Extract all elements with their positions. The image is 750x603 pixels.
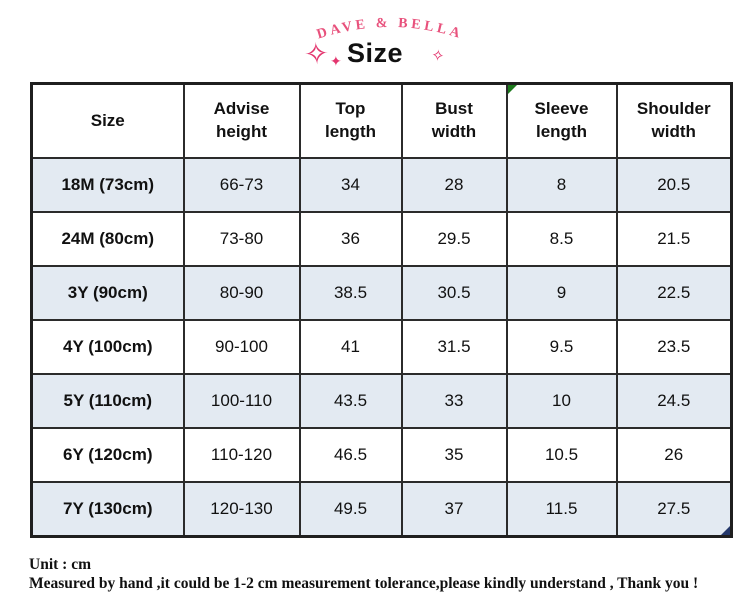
measurement-cell: 21.5 (615, 211, 733, 267)
measurement-cell: 10 (505, 373, 618, 429)
column-header-shoulder-width: Shoulder width (615, 82, 733, 159)
column-header-advise-height: Advise height (182, 82, 301, 159)
column-header-size: Size (30, 82, 185, 159)
measurement-cell: 22.5 (615, 265, 733, 321)
footer-note: Unit : cm Measured by hand ,it could be … (29, 555, 741, 593)
size-label-cell: 5Y (110cm) (30, 373, 185, 429)
measurement-cell: 33 (400, 373, 508, 429)
header-row: Size Advise height Top length Bust width Sleeve… (30, 82, 733, 159)
measurement-cell: 43.5 (298, 373, 403, 429)
measurement-cell: 8.5 (505, 211, 618, 267)
size-table: Size Advise height Top length Bust width Sleeve… (30, 82, 733, 538)
table-row: 6Y (120cm) 110-120 46.5 35 10.5 26 (30, 427, 733, 483)
column-header-top-length: Top length (298, 82, 403, 159)
column-header-sleeve-length: Sleeve length (505, 82, 618, 159)
measurement-cell: 38.5 (298, 265, 403, 321)
measurement-cell: 10.5 (505, 427, 618, 483)
size-label-cell: 18M (73cm) (30, 157, 185, 213)
measurement-cell: 36 (298, 211, 403, 267)
table-row: 4Y (100cm) 90-100 41 31.5 9.5 23.5 (30, 319, 733, 375)
measurement-cell: 110-120 (182, 427, 301, 483)
measurement-cell: 35 (400, 427, 508, 483)
size-label-cell: 7Y (130cm) (30, 481, 185, 538)
sparkle-icon: ✦ (330, 53, 342, 69)
measurement-cell: 11.5 (505, 481, 618, 538)
measurement-cell: 80-90 (182, 265, 301, 321)
table-row: 7Y (130cm) 120-130 49.5 37 11.5 27.5 (30, 481, 733, 538)
table-row: 5Y (110cm) 100-110 43.5 33 10 24.5 (30, 373, 733, 429)
measurement-cell: 49.5 (298, 481, 403, 538)
unit-label: Unit : cm (29, 556, 91, 573)
size-label-cell: 3Y (90cm) (30, 265, 185, 321)
table-row: 18M (73cm) 66-73 34 28 8 20.5 (30, 157, 733, 213)
measurement-cell: 23.5 (615, 319, 733, 375)
measurement-cell: 73-80 (182, 211, 301, 267)
measurement-cell: 37 (400, 481, 508, 538)
size-table-wrap: Size Advise height Top length Bust width Sleeve… (30, 82, 733, 538)
measurement-cell: 100-110 (182, 373, 301, 429)
measurement-cell: 90-100 (182, 319, 301, 375)
measurement-cell: 9 (505, 265, 618, 321)
size-label-cell: 4Y (100cm) (30, 319, 185, 375)
size-label-cell: 6Y (120cm) (30, 427, 185, 483)
table-row: 3Y (90cm) 80-90 38.5 30.5 9 22.5 (30, 265, 733, 321)
measurement-cell: 46.5 (298, 427, 403, 483)
measurement-cell: 41 (298, 319, 403, 375)
size-table-body: 18M (73cm) 66-73 34 28 8 20.5 24M (80cm) 73-80 3… (30, 157, 733, 538)
measurement-cell: 29.5 (400, 211, 508, 267)
column-header-bust-width: Bust width (400, 82, 508, 159)
measurement-cell: 24.5 (615, 373, 733, 429)
cell-comment-marker-icon (508, 85, 517, 94)
measurement-cell: 66-73 (182, 157, 301, 213)
measurement-cell: 120-130 (182, 481, 301, 538)
measurement-cell: 31.5 (400, 319, 508, 375)
selection-corner-marker-icon (721, 526, 730, 535)
size-label-cell: 24M (80cm) (30, 211, 185, 267)
table-row: 24M (80cm) 73-80 36 29.5 8.5 21.5 (30, 211, 733, 267)
measurement-cell: 34 (298, 157, 403, 213)
measurement-cell: 27.5 (615, 481, 733, 538)
measurement-cell: 30.5 (400, 265, 508, 321)
page-title: Size (346, 38, 404, 68)
measurement-cell: 20.5 (615, 157, 733, 213)
page-header: DAVE & BELLA ✧ ✦ ✧ Size (0, 0, 750, 82)
size-table-head: Size Advise height Top length Bust width Sleeve… (30, 82, 733, 159)
measurement-cell: 28 (400, 157, 508, 213)
measurement-cell: 9.5 (505, 319, 618, 375)
brand-arc-text: DAVE & BELLA (280, 6, 500, 50)
measurement-cell: 26 (615, 427, 733, 483)
measurement-cell: 8 (505, 157, 618, 213)
tolerance-note: Measured by hand ,it could be 1-2 cm mea… (29, 575, 699, 592)
